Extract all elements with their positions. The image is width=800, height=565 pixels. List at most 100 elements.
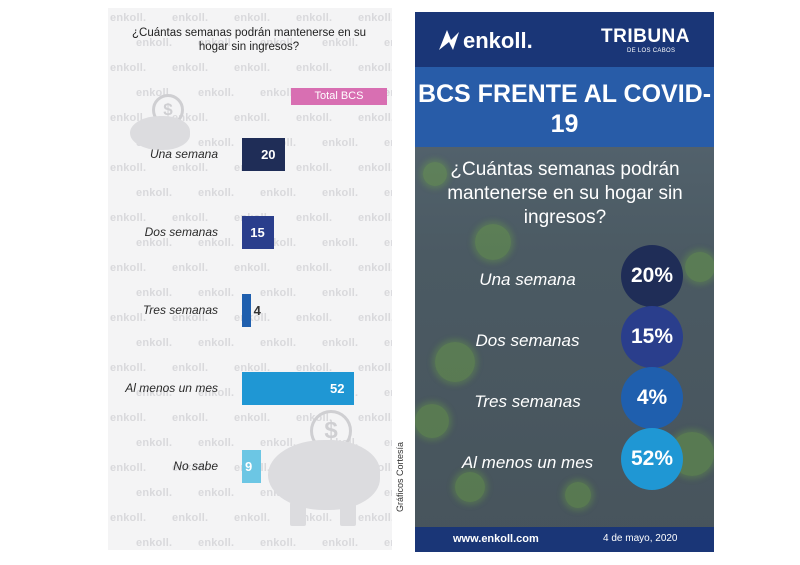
watermark-text: enkoll. xyxy=(384,487,392,499)
watermark-text: enkoll. xyxy=(172,462,209,474)
watermark-text: enkoll. xyxy=(172,12,209,24)
credit-text: Gráficos Cortesía xyxy=(392,410,406,550)
watermark-text: enkoll. xyxy=(260,437,297,449)
virus-decoration xyxy=(415,404,449,438)
infographic-question: ¿Cuántas semanas podrán mantenerse en su… xyxy=(447,159,683,228)
result-percent-badge: 15% xyxy=(621,306,683,368)
tribuna-logo-text: TRIBUNA xyxy=(601,26,690,47)
watermark-text: enkoll. xyxy=(260,87,297,99)
watermark-text: enkoll. xyxy=(358,162,392,174)
watermark-text: enkoll. xyxy=(322,187,359,199)
watermark-text: enkoll. xyxy=(358,62,392,74)
watermark-text: enkoll. xyxy=(234,12,271,24)
brand-footer: www.enkoll.com 4 de mayo, 2020 xyxy=(415,527,714,552)
watermark-text: enkoll. xyxy=(172,262,209,274)
watermark-text: enkoll. xyxy=(172,62,209,74)
watermark-text: enkoll. xyxy=(110,162,147,174)
piggy-leg xyxy=(340,502,356,526)
watermark-text: enkoll. xyxy=(260,337,297,349)
bar-category-label: No sabe xyxy=(173,459,218,473)
watermark-text: enkoll. xyxy=(296,12,333,24)
watermark-text: enkoll. xyxy=(358,512,392,524)
watermark-text: enkoll. xyxy=(136,287,173,299)
piggy-bank-icon-large xyxy=(268,440,380,510)
watermark-text: enkoll. xyxy=(198,237,235,249)
watermark-text: enkoll. xyxy=(136,487,173,499)
watermark-text: enkoll. xyxy=(136,387,173,399)
watermark-text: enkoll. xyxy=(384,137,392,149)
watermark-text: enkoll. xyxy=(260,37,297,49)
watermark-text: enkoll. xyxy=(136,337,173,349)
watermark-text: enkoll. xyxy=(296,162,333,174)
watermark-text: enkoll. xyxy=(296,262,333,274)
watermark-text: enkoll. xyxy=(198,337,235,349)
watermark-text: enkoll. xyxy=(198,287,235,299)
result-percent-badge: 52% xyxy=(621,428,683,490)
bar xyxy=(242,450,262,483)
watermark-text: enkoll. xyxy=(384,337,392,349)
watermark-text: enkoll. xyxy=(110,12,147,24)
watermark-text: enkoll. xyxy=(136,237,173,249)
bar-value-label: 4 xyxy=(253,303,261,318)
virus-decoration xyxy=(475,224,511,260)
tribuna-logo: TRIBUNA DE LOS CABOS xyxy=(601,26,701,56)
tribuna-logo-subtext: DE LOS CABOS xyxy=(627,48,676,54)
bar-value-label: 9 xyxy=(245,459,253,474)
piggy-bank-icon xyxy=(130,116,190,150)
watermark-text: enkoll. xyxy=(136,537,173,549)
watermark-text: enkoll. xyxy=(172,512,209,524)
watermark-text: enkoll. xyxy=(322,537,359,549)
watermark-text: enkoll. xyxy=(198,437,235,449)
virus-decoration xyxy=(423,162,447,186)
watermark-text: enkoll. xyxy=(358,212,392,224)
result-percent-badge: 20% xyxy=(621,245,683,307)
result-label: Una semana xyxy=(479,270,576,289)
virus-decoration xyxy=(435,342,475,382)
watermark-text: enkoll. xyxy=(384,387,392,399)
enkoll-logo-text: enkoll. xyxy=(463,28,533,53)
watermark-text: enkoll. xyxy=(260,537,297,549)
watermark-text: enkoll. xyxy=(358,12,392,24)
result-label: Dos semanas xyxy=(475,331,580,350)
watermark-text: enkoll. xyxy=(110,512,147,524)
bar-category-label: Una semana xyxy=(149,147,218,161)
watermark-text: enkoll. xyxy=(260,287,297,299)
watermark-text: enkoll. xyxy=(322,237,359,249)
bar-value-label: 52 xyxy=(330,381,345,396)
watermark-text: enkoll. xyxy=(358,412,392,424)
bar xyxy=(242,216,275,249)
series-legend-badge: Total BCS xyxy=(291,88,387,105)
infographic-title: BCS FRENTE AL COVID-19 xyxy=(415,79,714,139)
brand-header: enkoll. TRIBUNA DE LOS CABOS xyxy=(415,12,714,67)
right-infographic-panel: enkoll. TRIBUNA DE LOS CABOS BCS FRENTE … xyxy=(415,12,714,552)
watermark-text: enkoll. xyxy=(296,112,333,124)
watermark-text: enkoll. xyxy=(358,262,392,274)
watermark-text: enkoll. xyxy=(172,162,209,174)
credit-label: Gráficos Cortesía xyxy=(395,441,405,513)
website-url: www.enkoll.com xyxy=(453,533,539,545)
watermark-text: enkoll. xyxy=(110,62,147,74)
bar-value-label: 20 xyxy=(261,147,276,162)
publication-date: 4 de mayo, 2020 xyxy=(603,533,678,544)
watermark-text: enkoll. xyxy=(384,37,392,49)
watermark-text: enkoll. xyxy=(296,362,333,374)
watermark-text: enkoll. xyxy=(234,362,271,374)
virus-decoration xyxy=(455,472,485,502)
watermark-text: enkoll. xyxy=(296,212,333,224)
watermark-text: enkoll. xyxy=(234,412,271,424)
title-band: BCS FRENTE AL COVID-19 xyxy=(415,67,714,147)
watermark-text: enkoll. xyxy=(110,462,147,474)
chart-question: ¿Cuántas semanas podrán mantenerse en su… xyxy=(132,27,366,53)
title-text: BCS FRENTE AL COVID-19 xyxy=(417,80,712,138)
result-label: Tres semanas xyxy=(474,392,581,411)
watermark-text: enkoll. xyxy=(384,437,392,449)
piggy-leg xyxy=(290,502,306,526)
result-percent-badge: 4% xyxy=(621,367,683,429)
watermark-text: enkoll. xyxy=(198,387,235,399)
bar-category-label: Tres semanas xyxy=(142,303,218,317)
watermark-text: enkoll. xyxy=(322,37,359,49)
virus-decoration xyxy=(565,482,591,508)
watermark-text: enkoll. xyxy=(172,362,209,374)
enkoll-logo-icon xyxy=(439,30,459,50)
watermark-text: enkoll. xyxy=(296,62,333,74)
